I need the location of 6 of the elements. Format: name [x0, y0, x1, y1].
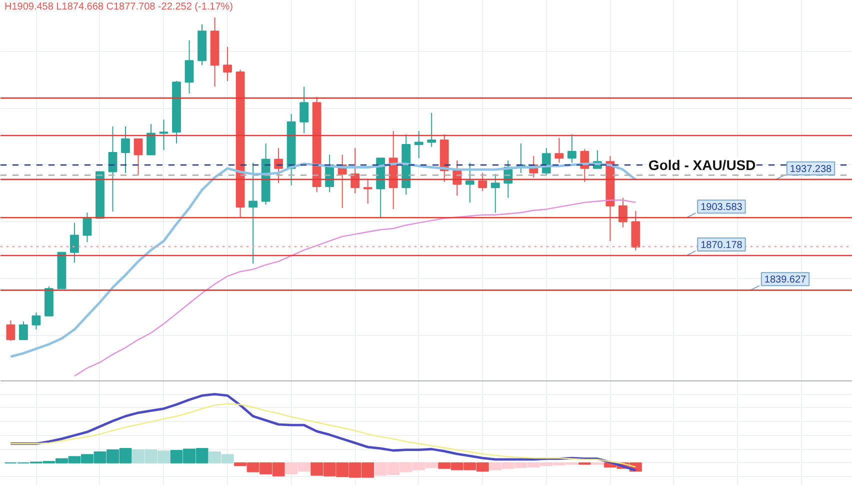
ref-line-label: 1903.583 [700, 202, 743, 214]
ref-line-label: 1839.627 [764, 274, 807, 286]
ref-line-label: 1937.238 [790, 164, 832, 175]
ref-line-label: 1870.178 [700, 240, 743, 251]
annotation: H1909.458 L1874.668 C1877.708 -22.252 (-1.17%) [4, 2, 234, 12]
ref-line-label: Gold - XAU/USD [648, 156, 756, 173]
